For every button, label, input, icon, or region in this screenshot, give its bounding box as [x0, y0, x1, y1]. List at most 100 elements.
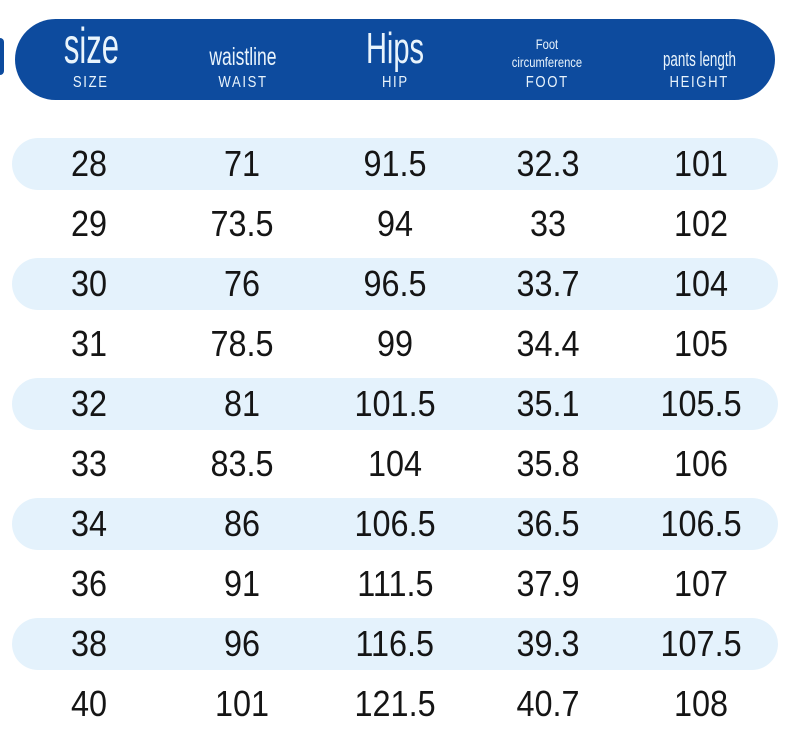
cell-value: 30 [70, 263, 107, 304]
cell-value: 33 [530, 203, 567, 244]
cell-value: 107 [674, 563, 729, 604]
table-cell: 73.5 [165, 198, 318, 250]
cell-value: 28 [70, 143, 107, 184]
table-row: 33 83.5 104 35.8 106 [12, 438, 778, 490]
cell-value: 94 [376, 203, 414, 244]
cell-value: 96.5 [363, 263, 427, 304]
table-body: 28 71 91.5 32.3 101 29 73.5 94 33 102 30 76 96.5 33.7… [12, 138, 778, 737]
table-cell: 78.5 [165, 318, 318, 370]
table-row: 36 91 111.5 37.9 107 [12, 558, 778, 610]
table-cell: 105.5 [625, 378, 778, 430]
table-cell: 34.4 [472, 318, 625, 370]
table-cell: 81 [165, 378, 318, 430]
cell-value: 106.5 [660, 503, 742, 544]
header-cell-foot-circumference: Foot circumference FOOT [471, 19, 623, 100]
table-row: 28 71 91.5 32.3 101 [12, 138, 778, 190]
cell-value: 99 [376, 323, 414, 364]
cell-value: 106.5 [354, 503, 436, 544]
table-cell: 32.3 [472, 138, 625, 190]
table-row: 30 76 96.5 33.7 104 [12, 258, 778, 310]
table-cell: 106 [625, 438, 778, 490]
table-cell: 91.5 [318, 138, 471, 190]
column-title-foot-circumference: Foot circumference [512, 35, 582, 71]
cell-value: 34.4 [516, 323, 580, 364]
table-cell: 35.8 [472, 438, 625, 490]
table-cell: 106.5 [318, 498, 471, 550]
cell-value: 101 [214, 683, 269, 724]
table-cell: 86 [165, 498, 318, 550]
table-cell: 34 [12, 498, 165, 550]
cell-value: 76 [223, 263, 260, 304]
table-cell: 36.5 [472, 498, 625, 550]
cell-value: 91.5 [363, 143, 427, 184]
table-cell: 38 [12, 618, 165, 670]
table-cell: 30 [12, 258, 165, 310]
cell-value: 121.5 [354, 683, 436, 724]
table-cell: 101 [165, 678, 318, 730]
column-subtitle-hip: HIP [381, 74, 409, 91]
cell-value: 101.5 [354, 383, 436, 424]
cell-value: 40 [70, 683, 107, 724]
cell-value: 108 [674, 683, 729, 724]
cell-value: 32.3 [516, 143, 580, 184]
cell-value: 96 [223, 623, 260, 664]
table-cell: 94 [318, 198, 471, 250]
cell-value: 39.3 [516, 623, 580, 664]
column-subtitle-waist: WAIST [218, 74, 268, 91]
table-row: 34 86 106.5 36.5 106.5 [12, 498, 778, 550]
cell-value: 111.5 [356, 563, 434, 604]
table-cell: 76 [165, 258, 318, 310]
table-cell: 107.5 [625, 618, 778, 670]
table-cell: 121.5 [318, 678, 471, 730]
table-cell: 104 [625, 258, 778, 310]
column-title-pants-length: pants length [662, 49, 736, 71]
cell-value: 102 [674, 203, 729, 244]
table-cell: 31 [12, 318, 165, 370]
cell-value: 101 [674, 143, 729, 184]
cell-value: 105.5 [660, 383, 742, 424]
table-cell: 40 [12, 678, 165, 730]
column-subtitle-height: HEIGHT [669, 74, 729, 91]
column-title-waistline: waistline [209, 42, 277, 71]
table-cell: 108 [625, 678, 778, 730]
cell-value: 40.7 [516, 683, 580, 724]
table-cell: 35.1 [472, 378, 625, 430]
table-row: 40 101 121.5 40.7 108 [12, 678, 778, 730]
header-cell-pants-length: pants length HEIGHT [623, 19, 775, 100]
cell-value: 34 [70, 503, 107, 544]
header-cell-size: size SIZE [15, 19, 167, 100]
table-cell: 37.9 [472, 558, 625, 610]
cell-value: 107.5 [660, 623, 742, 664]
table-header: size SIZE waistline WAIST Hips HIP Foot c… [15, 19, 775, 100]
table-row: 38 96 116.5 39.3 107.5 [12, 618, 778, 670]
table-cell: 28 [12, 138, 165, 190]
cell-value: 29 [70, 203, 107, 244]
cell-value: 116.5 [355, 623, 435, 664]
cell-value: 91 [223, 563, 260, 604]
cell-value: 33 [70, 443, 107, 484]
table-cell: 99 [318, 318, 471, 370]
cell-value: 83.5 [210, 443, 274, 484]
cell-value: 86 [223, 503, 260, 544]
cell-value: 36 [70, 563, 107, 604]
cell-value: 106 [674, 443, 729, 484]
cell-value: 105 [674, 323, 729, 364]
foot-line-1: Foot [535, 35, 559, 52]
cell-value: 104 [674, 263, 729, 304]
cell-value: 33.7 [516, 263, 580, 304]
table-cell: 91 [165, 558, 318, 610]
cell-value: 78.5 [210, 323, 274, 364]
cell-value: 38 [70, 623, 107, 664]
table-cell: 33 [12, 438, 165, 490]
cell-value: 81 [223, 383, 260, 424]
header-cell-hips: Hips HIP [319, 19, 471, 100]
header-cell-waistline: waistline WAIST [167, 19, 319, 100]
table-cell: 39.3 [472, 618, 625, 670]
left-edge-pill-fragment [0, 38, 4, 75]
table-cell: 29 [12, 198, 165, 250]
table-cell: 33 [472, 198, 625, 250]
cell-value: 31 [70, 323, 107, 364]
table-cell: 32 [12, 378, 165, 430]
table-cell: 102 [625, 198, 778, 250]
table-cell: 96 [165, 618, 318, 670]
